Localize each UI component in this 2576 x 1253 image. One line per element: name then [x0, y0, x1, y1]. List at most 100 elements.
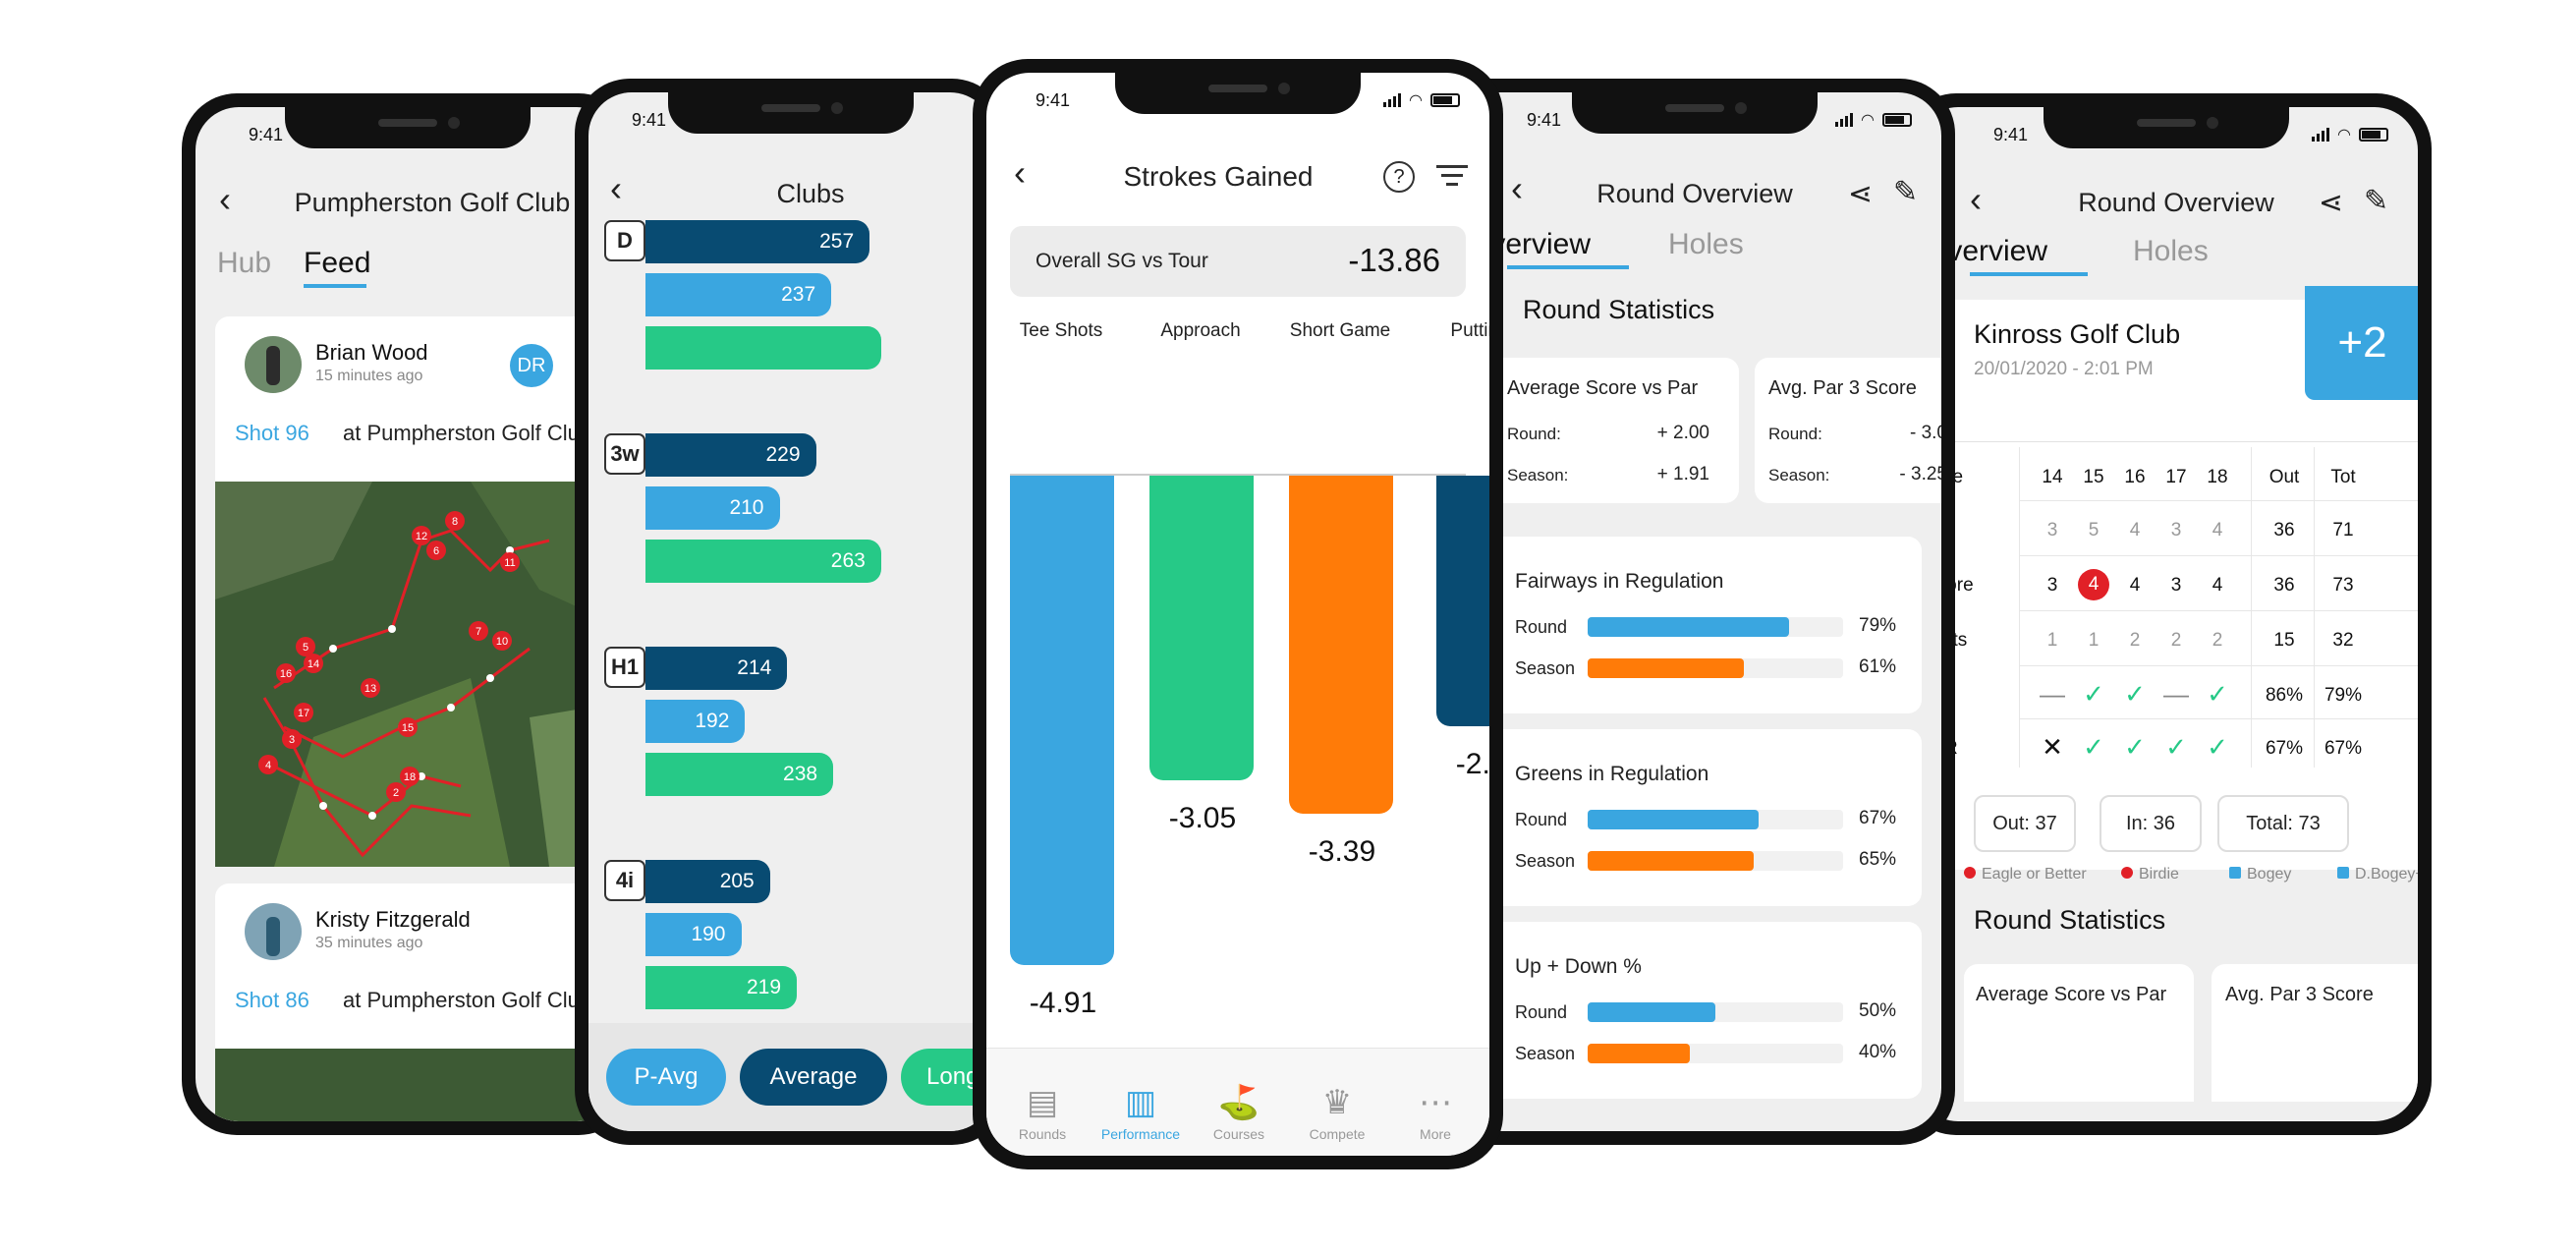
nav-courses[interactable]: ⛳ Courses [1195, 1083, 1283, 1142]
club-badge[interactable]: 3w [604, 433, 645, 475]
map-pin[interactable] [426, 541, 446, 560]
nav-more[interactable]: ⋯ More [1391, 1083, 1480, 1142]
zero-line [1010, 474, 1466, 476]
total-label: Total: [2246, 813, 2299, 834]
tab-holes[interactable]: Holes [1668, 228, 1744, 260]
map-pin[interactable] [500, 552, 520, 572]
sg-category-label: Approach [1160, 320, 1241, 341]
tab-feed[interactable]: Feed [304, 247, 371, 279]
par3-score-card: Avg. Par 3 Score [2212, 964, 2418, 1102]
map-pin[interactable] [361, 678, 380, 698]
clubs-screen: 9:41 ‹ Clubs D 257 237 3w 229 210 263 H1 214 192 2… [588, 92, 993, 1131]
help-icon[interactable]: ? [1383, 161, 1415, 193]
club-distance-bar[interactable]: 237 [645, 273, 832, 316]
map-pin[interactable] [445, 511, 465, 531]
map-pin[interactable] [492, 631, 512, 651]
legend-item: Eagle or Better [1964, 866, 2087, 883]
sg-bar[interactable] [1289, 476, 1393, 815]
stat-row-label: Season [1515, 658, 1576, 678]
course-map[interactable] [215, 1049, 620, 1121]
grid-line [2019, 718, 2418, 719]
club-distance-bar[interactable]: 190 [645, 913, 742, 956]
sg-bar[interactable] [1010, 476, 1114, 966]
out-value: 86% [2265, 685, 2304, 706]
sg-bar[interactable] [1436, 476, 1489, 726]
post-author[interactable]: Brian Wood [315, 340, 428, 365]
club-distance-bar[interactable] [645, 326, 881, 370]
status-time: 9:41 [1036, 90, 1071, 110]
feed-post[interactable]: Brian Wood 15 minutes ago DR Shot 96 at … [215, 316, 620, 867]
feed-post[interactable]: Kristy Fitzgerald 35 minutes ago Shot 86… [215, 883, 620, 1121]
post-author[interactable]: Kristy Fitzgerald [315, 907, 471, 932]
map-pin[interactable] [296, 637, 315, 656]
map-pin[interactable] [294, 703, 313, 722]
map-pin[interactable] [304, 654, 323, 673]
club-distance-bar[interactable]: 263 [645, 540, 881, 583]
phone-scorecard: 9:41 ◠ ‹ Round Overview ⋖ ✎ Overview Hol… [1901, 93, 2432, 1135]
back-button[interactable]: ‹ [1511, 168, 1523, 208]
share-icon[interactable]: ⋖ [2318, 187, 2343, 219]
sg-bar[interactable] [1149, 476, 1254, 780]
club-distance-bar[interactable]: 219 [645, 966, 798, 1009]
club-badge[interactable]: D [604, 220, 645, 261]
round-datetime: 20/01/2020 - 2:01 PM [1974, 359, 2154, 379]
map-pin[interactable] [258, 755, 278, 774]
out-value: 15 [2273, 630, 2295, 651]
club-distance-bar[interactable]: 229 [645, 433, 816, 477]
club-distance-bar[interactable]: 205 [645, 860, 770, 903]
nav-rounds[interactable]: ▤ Rounds [998, 1083, 1087, 1142]
user-badge[interactable]: DR [510, 344, 553, 387]
p-avg-button[interactable]: P-Avg [606, 1049, 726, 1106]
back-button[interactable]: ‹ [610, 168, 622, 208]
filter-icon[interactable] [1436, 165, 1468, 186]
club-badge[interactable]: H1 [604, 647, 645, 688]
total-box: Out: 37 [1974, 795, 2076, 852]
course-map[interactable]: 12 6 8 11 514 16 7 10 13 17 3 15 18 4 2 [215, 482, 620, 867]
stat-row-label: Season [1515, 851, 1576, 871]
edit-icon[interactable]: ✎ [2363, 185, 2388, 217]
strokes-gained-screen: 9:41 ◠ ‹ Strokes Gained ? Overall SG vs … [986, 73, 1489, 1156]
average-button[interactable]: Average [740, 1049, 887, 1106]
stat-cell: 2 [2170, 630, 2182, 651]
tab-hub[interactable]: Hub [217, 247, 272, 279]
map-pin[interactable] [282, 729, 302, 749]
club-distance-bar[interactable]: 214 [645, 647, 788, 690]
nav-compete[interactable]: ♛ Compete [1293, 1083, 1381, 1142]
nav-performance[interactable]: ▥ Performance [1096, 1083, 1185, 1142]
back-button[interactable]: ‹ [219, 179, 231, 219]
club-distance-bar[interactable]: 210 [645, 486, 780, 530]
status-time: 9:41 [1527, 110, 1562, 130]
back-button[interactable]: ‹ [1970, 179, 1982, 219]
map-pin[interactable] [400, 767, 420, 786]
edit-icon[interactable]: ✎ [1892, 176, 1918, 208]
tot-value: 32 [2332, 630, 2354, 651]
stat-card: Greens in Regulation Round 67% Season 65% [1487, 729, 1922, 906]
row-value: - 3.25 [1899, 464, 1941, 484]
tot-value: 71 [2332, 520, 2354, 541]
stat-cell: 1 [2046, 630, 2058, 651]
club-distance-bar[interactable]: 238 [645, 753, 834, 796]
score-cell: 4 [2129, 575, 2141, 596]
tab-holes[interactable]: Holes [2133, 235, 2209, 267]
tot-value: 73 [2332, 575, 2354, 596]
card-title: Average Score vs Par [1976, 984, 2167, 1005]
fir-mark: ✓ [2207, 679, 2228, 709]
map-pin[interactable] [276, 663, 296, 683]
map-pin[interactable] [412, 526, 431, 545]
map-pin-label: 13 [364, 683, 376, 695]
share-icon[interactable]: ⋖ [1847, 178, 1873, 210]
back-button[interactable]: ‹ [1014, 152, 1026, 193]
shot-link[interactable]: Shot 86 [235, 988, 309, 1012]
map-pin[interactable] [386, 782, 406, 802]
stat-bar [1588, 617, 1843, 637]
shot-link[interactable]: Shot 96 [235, 421, 309, 445]
round-overview-screen: 9:41 ◠ ‹ Round Overview ⋖ ✎ Overview Hol… [1448, 92, 1941, 1131]
map-pin[interactable] [398, 717, 418, 737]
club-distance-bar[interactable]: 192 [645, 700, 746, 743]
gir-mark: ✓ [2083, 732, 2104, 762]
score-cell: 4 [2078, 569, 2109, 600]
club-badge[interactable]: 4i [604, 860, 645, 901]
legend-swatch [2121, 867, 2133, 879]
map-pin[interactable] [469, 621, 488, 641]
club-distance-bar[interactable]: 257 [645, 220, 870, 263]
